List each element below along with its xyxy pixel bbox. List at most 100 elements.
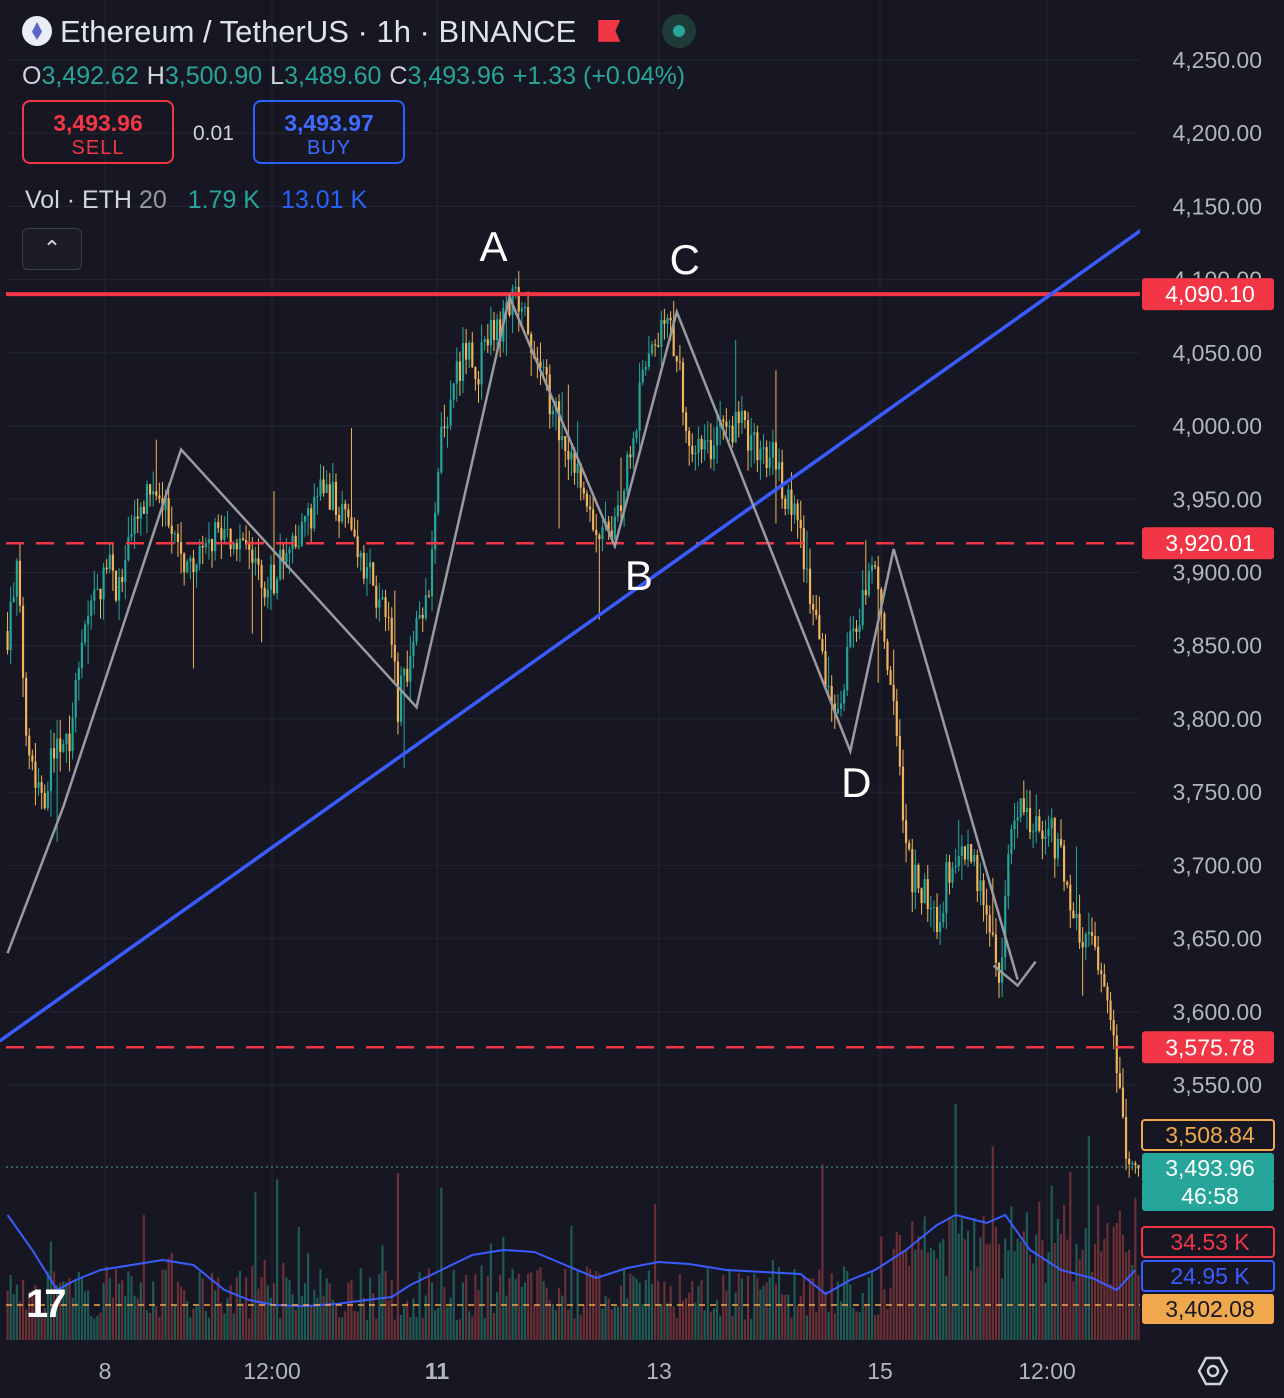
candle-body: [31, 755, 34, 762]
candle-body: [465, 342, 468, 360]
candle-body: [641, 369, 644, 383]
candle-body: [368, 562, 372, 568]
volume-bar: [167, 1258, 170, 1340]
volume-bar: [613, 1306, 616, 1340]
candle-body: [858, 625, 861, 632]
volume-bar: [750, 1318, 753, 1340]
candle-body: [973, 855, 976, 862]
volume-bar: [176, 1281, 180, 1340]
volume-bar: [232, 1313, 235, 1340]
candle-body: [715, 426, 719, 446]
candle-body: [781, 462, 784, 499]
tradingview-logo-icon[interactable]: 17: [26, 1282, 66, 1326]
volume-bar: [378, 1274, 381, 1340]
candle-body: [963, 846, 967, 860]
candle-body: [911, 849, 914, 893]
price-tag: [1141, 1226, 1275, 1258]
volume-bar: [570, 1225, 573, 1340]
candle-body: [235, 543, 238, 550]
pattern-label-d: D: [841, 759, 871, 806]
candle-body: [471, 342, 474, 368]
volume-bar: [170, 1252, 173, 1340]
symbol-header[interactable]: Ethereum / TetherUS · 1h · BINANCE: [22, 13, 697, 51]
volume-bar: [1084, 1228, 1087, 1340]
candle-body: [839, 703, 843, 709]
volume-bar: [945, 1275, 948, 1340]
volume-bar: [409, 1317, 412, 1340]
volume-bar: [926, 1252, 929, 1340]
candle-body: [458, 361, 461, 382]
candle-body: [855, 628, 858, 632]
volume-label: Vol · ETH: [25, 186, 132, 214]
volume-bar: [557, 1288, 561, 1340]
volume-bar: [307, 1253, 310, 1340]
volume-bar: [204, 1311, 207, 1340]
flag-icon[interactable]: [598, 19, 621, 42]
volume-bar: [551, 1303, 554, 1340]
candle-body: [849, 631, 852, 647]
candle-body: [867, 570, 870, 596]
high-label: H: [146, 62, 165, 90]
volume-bar: [725, 1290, 728, 1340]
candle-body: [619, 505, 623, 512]
sell-button[interactable]: 3,493.96 SELL: [22, 100, 174, 164]
candle-body: [192, 558, 195, 573]
volume-bar: [480, 1265, 483, 1340]
volume-bar: [610, 1309, 613, 1340]
candle-body: [765, 447, 768, 468]
volume-bar: [904, 1250, 908, 1340]
candle-body: [167, 497, 170, 526]
candle-body: [396, 661, 400, 722]
candle-body: [65, 733, 68, 745]
y-tick-label: 4,200.00: [1172, 120, 1262, 146]
volume-legend[interactable]: Vol · ETH 20 1.79 K 13.01 K: [25, 186, 367, 215]
collapse-legend-button[interactable]: ⌃: [22, 228, 82, 270]
volume-bar: [731, 1315, 734, 1340]
volume-bar: [756, 1277, 759, 1340]
volume-bar: [1109, 1283, 1112, 1340]
volume-bar: [1128, 1249, 1131, 1340]
pattern-line: [6, 293, 1019, 980]
candle-body: [595, 529, 598, 536]
candle-body: [303, 515, 307, 522]
candle-body: [1038, 816, 1041, 831]
volume-bar: [492, 1312, 496, 1340]
candle-body: [1047, 828, 1050, 837]
volume-bar: [709, 1311, 712, 1340]
candle-body: [827, 686, 830, 688]
candle-body: [313, 497, 316, 529]
level-price-tag-label: 3,920.01: [1165, 530, 1255, 556]
volume-bar: [1050, 1185, 1053, 1340]
volume-bar: [796, 1305, 799, 1340]
candle-body: [988, 914, 991, 933]
volume-bar: [1038, 1201, 1041, 1340]
volume-bar: [226, 1298, 229, 1340]
y-tick-label: 3,750.00: [1172, 779, 1262, 805]
volume-bar: [285, 1277, 288, 1340]
candle-body: [25, 677, 28, 736]
candle-body: [613, 516, 616, 540]
volume-bar: [1047, 1252, 1050, 1340]
volume-bar: [121, 1280, 124, 1340]
volume-ma-line: [6, 1213, 1137, 1308]
candle-body: [1025, 808, 1028, 813]
volume-bar: [368, 1277, 372, 1340]
candle-body: [387, 617, 390, 619]
volume-bar: [793, 1268, 796, 1340]
candle-body: [179, 541, 183, 554]
buy-button[interactable]: 3,493.97 BUY: [253, 100, 405, 164]
volume-bar: [434, 1310, 437, 1340]
candle-body: [105, 567, 108, 570]
candle-body: [647, 353, 650, 367]
candle-body: [207, 539, 211, 544]
market-open-status-icon: [662, 13, 697, 48]
candle-body: [644, 366, 647, 370]
volume-bar: [539, 1266, 542, 1340]
volume-bar: [210, 1273, 214, 1340]
gear-icon[interactable]: [1197, 1355, 1229, 1387]
candle-body: [12, 596, 15, 602]
volume-bar: [877, 1314, 880, 1340]
volume-bar: [148, 1312, 152, 1340]
volume-bar: [9, 1275, 12, 1340]
